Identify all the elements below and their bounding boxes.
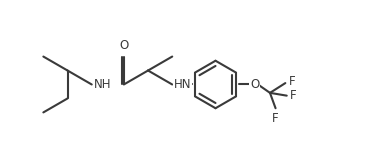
Text: O: O (119, 39, 128, 52)
Text: F: F (290, 89, 297, 102)
Text: HN: HN (174, 78, 191, 91)
Text: O: O (250, 78, 259, 91)
Text: NH: NH (94, 78, 111, 91)
Text: F: F (272, 112, 279, 125)
Text: F: F (289, 75, 295, 88)
